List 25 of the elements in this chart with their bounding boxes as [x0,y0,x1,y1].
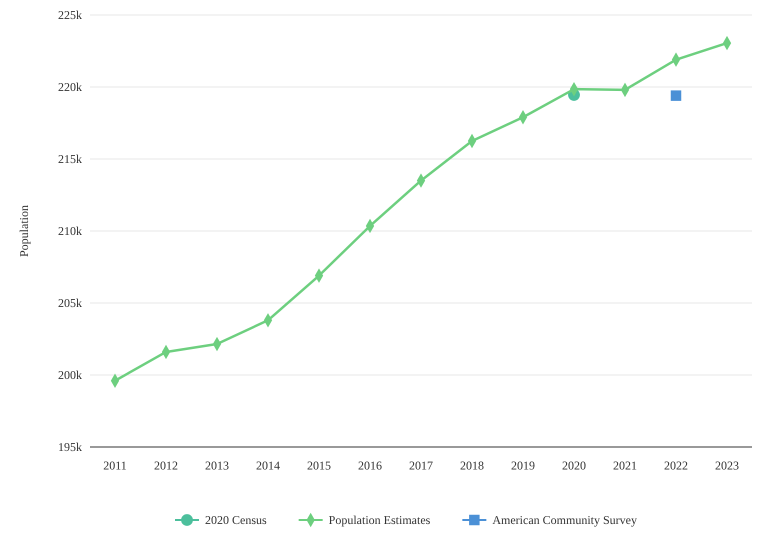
x-tick-label: 2011 [103,458,127,473]
legend-label: American Community Survey [492,513,637,527]
legend-label: 2020 Census [205,513,267,527]
y-tick-label: 200k [58,368,82,382]
x-tick-label: 2012 [154,458,178,473]
legend-label: Population Estimates [328,513,431,527]
y-tick-label: 195k [58,440,82,454]
x-tick-label: 2017 [409,458,433,473]
x-tick-label: 2015 [307,458,331,473]
x-tick-label: 2021 [613,458,637,473]
x-tick-label: 2023 [715,458,739,473]
y-tick-label: 220k [58,80,82,94]
y-tick-label: 225k [58,8,82,22]
y-tick-label: 205k [58,296,82,310]
x-tick-label: 2016 [358,458,382,473]
x-tick-label: 2019 [511,458,535,473]
x-tick-label: 2022 [664,458,688,473]
y-tick-label: 210k [58,224,82,238]
x-tick-label: 2020 [562,458,586,473]
x-tick-label: 2018 [460,458,484,473]
x-tick-label: 2014 [256,458,280,473]
y-tick-label: 215k [58,152,82,166]
y-axis-title: Population [17,204,31,258]
point [670,90,682,101]
x-tick-label: 2013 [205,458,229,473]
